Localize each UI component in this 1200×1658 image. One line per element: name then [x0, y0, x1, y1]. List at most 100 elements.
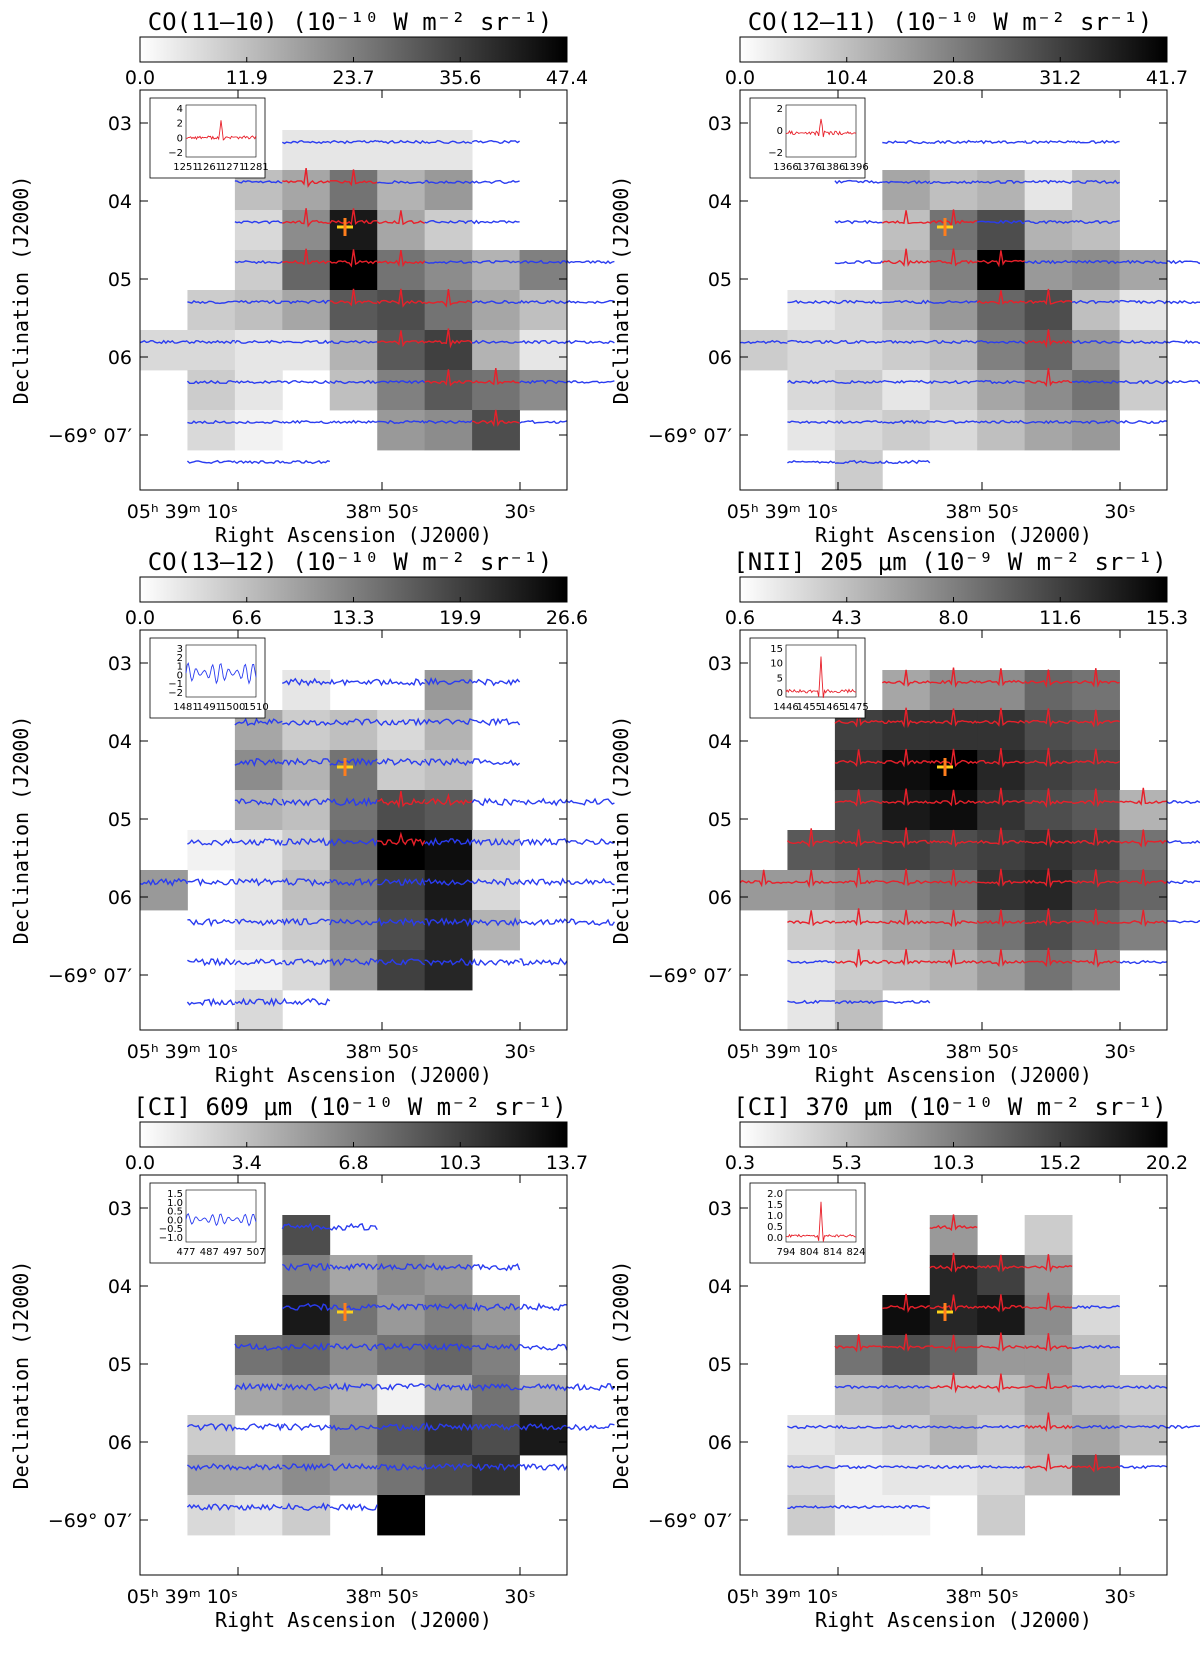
heatmap-cell	[424, 250, 473, 291]
spectrum-blue	[1024, 179, 1073, 185]
spectrum-blue	[424, 718, 473, 726]
spectrum-blue	[566, 1423, 615, 1432]
panel-2: CO(12–11) (10⁻¹⁰ W m⁻² sr⁻¹) 0.0 10.4 20.8 3…	[609, 8, 1200, 547]
spectrum-red	[1024, 747, 1073, 767]
spectrum-blue	[1072, 1304, 1120, 1310]
heatmap-cell	[329, 1415, 378, 1456]
y-tick-label: 06	[108, 1432, 132, 1454]
heatmap-cell	[424, 210, 473, 251]
heatmap-cell	[377, 1415, 426, 1456]
inset-x-tick: 814	[823, 1247, 842, 1258]
spectrum-blue	[787, 420, 836, 425]
heatmap-cell	[424, 830, 473, 871]
heatmap-cell	[329, 710, 378, 751]
spectrum-blue	[929, 379, 978, 385]
heatmap-cell	[977, 370, 1026, 411]
y-axis-label: Declination (J2000)	[9, 176, 33, 405]
spectrum-red	[1072, 949, 1120, 968]
y-tick-label: −69° 07′	[48, 965, 132, 987]
spectrum-red	[282, 248, 330, 266]
spectrum-blue	[834, 339, 883, 345]
heatmap-cell	[1024, 1375, 1073, 1416]
spectrum-blue	[929, 180, 978, 185]
inset-x-tick: 1500	[220, 702, 245, 713]
inset-y-tick: −2	[168, 148, 183, 159]
heatmap-cell	[977, 750, 1026, 791]
heatmap-cell	[1024, 290, 1073, 331]
spectrum-blue	[471, 260, 520, 264]
spectrum-blue	[471, 1423, 521, 1431]
spectrum-red	[1024, 1254, 1073, 1273]
spectrum-blue	[1119, 1464, 1168, 1470]
heatmap-cell	[929, 210, 978, 251]
y-axis-label: Declination (J2000)	[9, 1261, 33, 1490]
spectrum-blue	[1119, 339, 1168, 344]
colorbar-tick-label: 5.3	[832, 1152, 862, 1174]
spectrum-blue	[376, 717, 426, 727]
spectrum-blue	[234, 220, 283, 225]
heatmap-cell	[329, 950, 378, 991]
spectrum-red	[1024, 828, 1073, 848]
heatmap-cell	[140, 870, 188, 911]
spectrum-blue	[329, 796, 378, 807]
heatmap-cell	[424, 170, 473, 211]
inset-x-tick: 1251	[173, 162, 198, 173]
spectrum-blue	[282, 1342, 330, 1351]
spectrum-blue	[519, 259, 568, 265]
spectrum-red	[424, 328, 473, 349]
spectrum-blue	[329, 918, 378, 926]
inset-y-tick: 3	[177, 644, 183, 655]
inset-x-tick: 1386	[820, 162, 845, 173]
spectrum-blue	[234, 420, 283, 425]
y-axis-label: Declination (J2000)	[609, 176, 633, 405]
heatmap-cell	[977, 1495, 1026, 1536]
heatmap-cell	[424, 130, 473, 171]
inset-frame	[785, 644, 857, 698]
spectrum-blue	[186, 339, 236, 345]
spectrum-blue	[424, 1342, 473, 1352]
heatmap-cell	[1072, 290, 1120, 331]
inset-x-tick: 1465	[820, 702, 845, 713]
spectrum-blue	[518, 837, 568, 847]
spectrum-blue	[519, 797, 568, 807]
spectrum-red	[882, 868, 930, 887]
spectrum-red	[929, 667, 978, 688]
heatmap-cell	[472, 910, 520, 951]
heatmap-cell	[519, 1415, 568, 1456]
heatmap-cell	[329, 330, 378, 371]
spectrum-blue	[281, 1422, 331, 1431]
inset-y-tick: 2	[177, 119, 183, 130]
spectrum-blue	[882, 999, 931, 1004]
x-tick-label: 05ʰ 39ᵐ 10ˢ	[727, 1041, 838, 1063]
spectrum-red	[976, 748, 1026, 768]
spectrum-blue	[186, 459, 236, 464]
spectrum-red	[1024, 1453, 1073, 1472]
heatmap-cell	[424, 870, 473, 911]
spectrum-red	[1071, 709, 1120, 728]
heatmap-cell	[1024, 1295, 1073, 1336]
spectrum-red	[787, 869, 835, 889]
colorbar-tick-label: 11.6	[1039, 607, 1081, 629]
x-tick-label: 30ˢ	[1104, 1041, 1135, 1063]
heatmap-cell	[929, 830, 978, 871]
spectrum-blue	[519, 339, 568, 345]
inset-x-tick: 794	[776, 1247, 795, 1258]
spectrum-blue	[471, 717, 521, 727]
y-tick-label: 03	[708, 113, 732, 135]
spectrum-blue	[377, 419, 426, 425]
spectrum-blue	[882, 379, 931, 384]
heatmap-cell	[834, 1495, 883, 1536]
heatmap-cell	[1072, 830, 1120, 871]
spectrum-red	[1119, 909, 1167, 927]
heatmap-cell	[282, 710, 331, 751]
spectrum-red	[834, 908, 883, 927]
colorbar-tick-label: 0.0	[125, 67, 155, 89]
spectrum-blue	[787, 1504, 836, 1510]
y-tick-label: 06	[708, 887, 732, 909]
spectrum-red	[976, 1373, 1025, 1394]
heatmap-cell	[834, 990, 883, 1031]
spectrum-blue	[424, 1421, 473, 1432]
heatmap-cell	[1072, 1295, 1120, 1336]
heatmap-cell	[929, 1295, 978, 1336]
spectrum-red	[976, 787, 1025, 806]
